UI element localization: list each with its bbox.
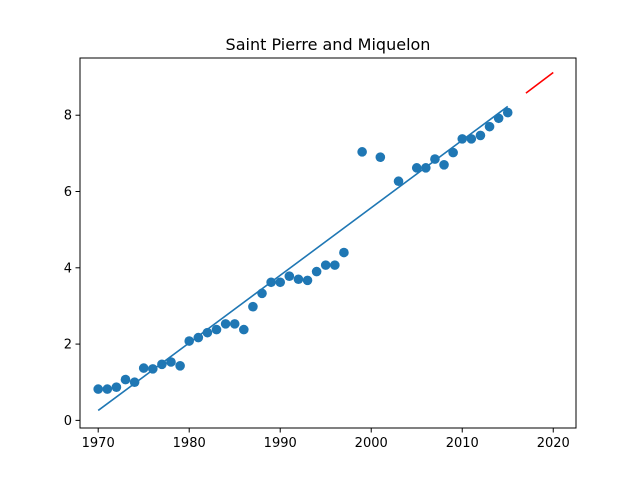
data-point: [375, 152, 386, 162]
data-point: [293, 274, 304, 285]
data-point: [257, 288, 267, 299]
data-point: [311, 266, 322, 277]
x-tick-label: 2000: [355, 436, 388, 451]
data-point: [484, 121, 495, 132]
data-point: [393, 176, 404, 187]
data-point: [175, 361, 185, 371]
data-point: [129, 377, 140, 388]
data-point: [320, 260, 331, 270]
data-point: [248, 301, 258, 312]
data-point: [239, 324, 249, 335]
x-tick-label: 1970: [82, 436, 115, 451]
data-point: [111, 382, 122, 392]
data-point: [339, 247, 349, 258]
x-tick-label: 2010: [446, 436, 479, 451]
data-point: [302, 275, 313, 286]
data-point: [193, 332, 204, 343]
y-tick-label: 0: [64, 414, 72, 429]
data-point: [93, 384, 103, 394]
data-point: [448, 147, 458, 158]
axes: 1970 1980 1990 2000 2010 2020 0 2 4 6 8: [64, 57, 577, 451]
data-point: [439, 160, 449, 170]
data-point: [502, 107, 513, 118]
data-point: [266, 277, 276, 288]
y-tick-label: 2: [64, 338, 72, 353]
data-point: [184, 336, 195, 346]
data-point: [466, 134, 477, 144]
data-point: [148, 364, 158, 374]
data-point: [157, 359, 167, 370]
data-point: [421, 163, 431, 173]
data-point: [220, 319, 231, 329]
x-tick-label: 1990: [264, 436, 297, 451]
data-point: [120, 374, 131, 385]
plot-frame: [79, 57, 577, 429]
trend-line: [97, 105, 509, 412]
chart-title: Saint Pierre and Miquelon: [226, 35, 431, 54]
data-point: [211, 324, 222, 335]
data-point: [166, 357, 176, 367]
y-tick-label: 6: [64, 185, 72, 200]
data-point: [430, 154, 440, 164]
data-point: [202, 327, 213, 338]
data-point: [330, 260, 340, 270]
data-point: [475, 130, 486, 141]
y-tick-label: 4: [64, 261, 72, 276]
data-point: [138, 363, 149, 373]
data-point: [275, 277, 286, 288]
x-tick-label: 2020: [537, 436, 570, 451]
data-point: [411, 163, 422, 173]
projection-line: [525, 71, 554, 94]
y-tick-label: 8: [64, 109, 72, 124]
data-point: [457, 134, 468, 144]
x-tick-label: 1980: [173, 436, 206, 451]
data-point: [102, 384, 113, 394]
data-point: [229, 319, 240, 329]
plot-marks: [93, 71, 554, 412]
data-point: [357, 147, 367, 157]
data-point: [284, 271, 295, 281]
data-point: [493, 113, 504, 124]
